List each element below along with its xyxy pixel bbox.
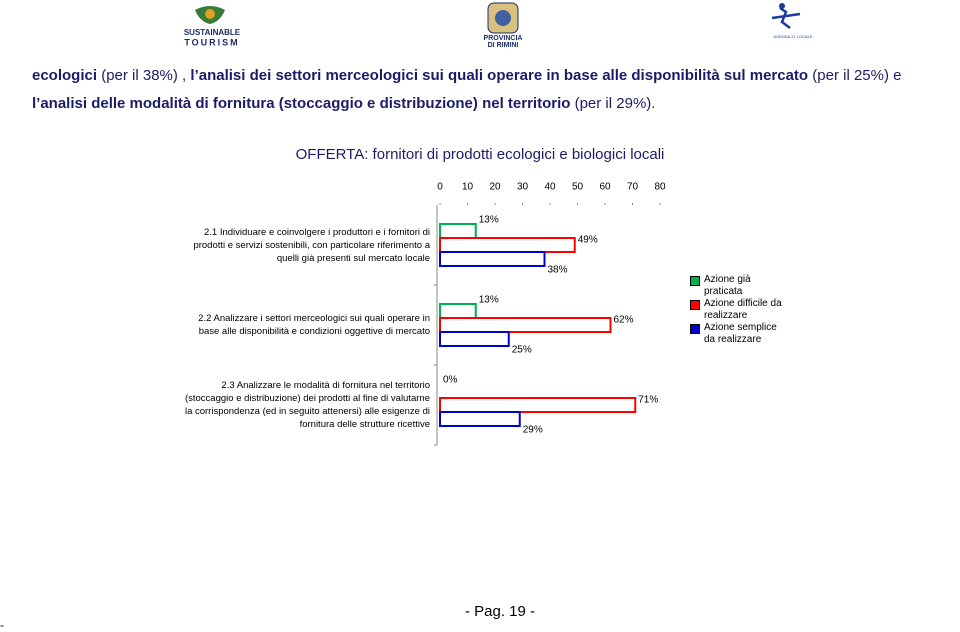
bar: [439, 411, 521, 427]
bar: [439, 251, 546, 267]
logo-sustainable: SUSTAINABLE TOURISM: [184, 6, 241, 47]
category-label: 2.1 Individuare e coinvolgere i produtto…: [193, 226, 430, 264]
logo-text: TOURISM: [184, 37, 239, 47]
text-run: l’analisi dei settori merceologici sui q…: [190, 67, 809, 84]
x-tick-label: 40: [544, 182, 556, 193]
legend-swatch: [690, 300, 700, 310]
legend-label: Azione difficile da realizzare: [704, 298, 782, 321]
x-tick-label: 20: [489, 182, 501, 193]
data-label: 71%: [638, 395, 658, 406]
text-run: (per il 29%).: [570, 95, 656, 112]
chart-title: OFFERTA: fornitori di prodotti ecologici…: [295, 146, 665, 163]
data-label: 25%: [512, 345, 532, 356]
bar: [439, 237, 576, 253]
category-label: 2.3 Analizzare le modalità di fornitura …: [184, 380, 430, 430]
x-tick-label: 10: [462, 182, 474, 193]
data-label: 0%: [443, 375, 458, 386]
data-label: 62%: [614, 315, 634, 326]
bar: [439, 317, 612, 333]
x-tick-label: 70: [627, 182, 639, 193]
legend-swatch: [690, 324, 700, 334]
footer-mark: -: [0, 618, 4, 632]
logo-text: PROVINCIA: [484, 35, 523, 42]
text-run: (per il 25%) e: [808, 67, 902, 84]
logo-text: AGENDA 21 LOCALE: [773, 34, 812, 39]
bar: [439, 331, 510, 347]
x-tick-label: 30: [517, 182, 529, 193]
bar: [439, 223, 477, 239]
bar: [439, 397, 637, 413]
legend-swatch: [690, 276, 700, 286]
x-tick-label: 80: [654, 182, 666, 193]
legend-label: Azione già praticata: [704, 274, 751, 297]
text-run: (per il 38%) ,: [97, 67, 191, 84]
x-tick-label: 60: [599, 182, 611, 193]
text-run: l’analisi delle modalità di fornitura (s…: [32, 95, 571, 112]
legend-item: Azione difficile da realizzare: [688, 298, 788, 322]
logo-agenda: AGENDA 21 LOCALE: [771, 3, 813, 39]
legend-item: Azione semplice da realizzare: [688, 322, 788, 346]
logo-text: SUSTAINABLE: [184, 28, 241, 37]
paragraph: ecologici (per il 38%) , l’analisi dei s…: [32, 62, 947, 118]
x-tick-label: 50: [572, 182, 584, 193]
bar: [439, 303, 477, 319]
data-label: 49%: [578, 235, 598, 246]
legend-item: Azione già praticata: [688, 274, 788, 298]
data-label: 13%: [479, 295, 499, 306]
logo-provincia: PROVINCIA DI RIMINI: [484, 2, 523, 49]
data-label: 38%: [548, 265, 568, 276]
data-label: 13%: [479, 215, 499, 226]
logo-text: DI RIMINI: [488, 42, 519, 49]
legend-label: Azione semplice da realizzare: [704, 322, 777, 345]
x-tick-label: 0: [437, 182, 443, 193]
page-number: - Pag. 19 -: [464, 603, 536, 620]
text-run: ecologici: [32, 67, 98, 84]
legend: Azione già praticata Azione difficile da …: [688, 274, 788, 346]
data-label: 29%: [523, 425, 543, 436]
category-label: 2.2 Analizzare i settori merceologici su…: [198, 313, 430, 337]
